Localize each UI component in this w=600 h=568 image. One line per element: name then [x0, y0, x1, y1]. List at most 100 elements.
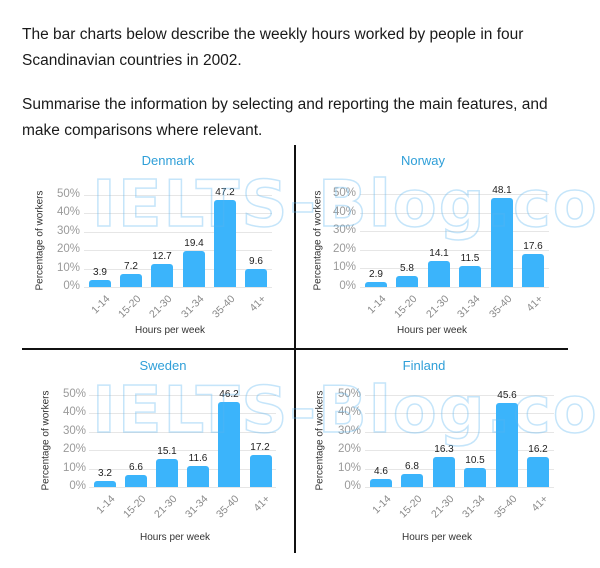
gridline	[89, 413, 276, 414]
chart-title-sweden: Sweden	[139, 358, 187, 373]
bar-15-20	[125, 475, 147, 487]
bar-21-30	[151, 264, 173, 287]
bar-1-14	[365, 282, 387, 287]
bar-41+	[527, 457, 549, 487]
bar-value-label: 16.2	[528, 444, 548, 455]
gridline	[365, 450, 554, 451]
x-tick-label: 31-34	[183, 493, 211, 521]
gridline	[360, 194, 549, 195]
y-tick-label: 20%	[337, 443, 361, 455]
x-tick-label: 1-14	[89, 293, 113, 317]
gridline	[360, 231, 549, 232]
y-tick-label: 20%	[62, 443, 86, 455]
gridline	[89, 487, 276, 488]
y-axis-label: Percentage of workers	[40, 390, 52, 491]
x-tick-label: 41+	[251, 493, 273, 515]
bar-value-label: 45.6	[497, 390, 517, 401]
gridline	[365, 413, 554, 414]
x-tick-label: 31-34	[460, 493, 488, 521]
x-axis-label: Hours per week	[139, 532, 211, 543]
y-tick-label: 20%	[56, 243, 80, 255]
y-tick-label: 50%	[56, 188, 80, 200]
bar-value-label: 3.9	[93, 267, 107, 278]
bar-value-label: 17.2	[250, 442, 270, 453]
gridline	[84, 287, 272, 288]
gridline	[89, 432, 276, 433]
bar-41+	[245, 269, 267, 287]
y-tick-label: 20%	[332, 243, 356, 255]
x-tick-label: 1-14	[370, 493, 394, 517]
x-tick-label: 15-20	[397, 493, 425, 521]
gridline	[89, 450, 276, 451]
bar-value-label: 10.5	[465, 455, 485, 466]
gridline	[365, 469, 554, 470]
y-tick-label: 40%	[62, 406, 86, 418]
x-tick-label: 35-40	[492, 493, 520, 521]
bar-31-34	[464, 468, 486, 487]
y-tick-label: 30%	[337, 425, 361, 437]
x-axis-label: Hours per week	[401, 532, 473, 543]
gridline	[360, 250, 549, 251]
x-tick-label: 41+	[529, 493, 551, 515]
y-tick-label: 10%	[332, 261, 356, 273]
gridline	[360, 268, 549, 269]
y-axis-label: Percentage of workers	[34, 190, 46, 291]
gridline	[365, 487, 554, 488]
gridline	[89, 469, 276, 470]
bar-value-label: 2.9	[369, 269, 383, 280]
x-axis-label: Hours per week	[134, 325, 206, 336]
bar-15-20	[396, 276, 418, 287]
bar-41+	[250, 455, 272, 487]
x-tick-label: 21-30	[429, 493, 457, 521]
bar-value-label: 12.7	[152, 251, 172, 262]
bar-value-label: 11.6	[188, 453, 208, 464]
gridline	[360, 213, 549, 214]
bar-1-14	[94, 481, 116, 487]
bar-value-label: 19.4	[184, 238, 204, 249]
bar-value-label: 5.8	[400, 263, 414, 274]
y-tick-label: 0%	[63, 280, 80, 292]
chart-title-finland: Finland	[402, 358, 446, 373]
bar-31-34	[187, 466, 209, 487]
y-tick-label: 40%	[56, 206, 80, 218]
bar-value-label: 11.5	[460, 253, 480, 264]
bar-35-40	[214, 200, 236, 287]
bar-1-14	[89, 280, 111, 287]
bar-21-30	[433, 457, 455, 487]
bar-value-label: 47.2	[215, 187, 235, 198]
bar-1-14	[370, 479, 392, 487]
y-tick-label: 50%	[332, 187, 356, 199]
x-tick-label: 1-14	[94, 493, 118, 517]
gridline	[84, 250, 272, 251]
y-tick-label: 0%	[344, 480, 361, 492]
x-axis-label: Hours per week	[396, 325, 468, 336]
y-tick-label: 50%	[62, 388, 86, 400]
chart-title-denmark: Denmark	[141, 153, 195, 168]
y-tick-label: 0%	[339, 280, 356, 292]
y-tick-label: 40%	[332, 206, 356, 218]
bar-35-40	[496, 403, 518, 487]
x-tick-label: 35-40	[214, 493, 242, 521]
y-tick-label: 30%	[56, 225, 80, 237]
y-tick-label: 30%	[62, 425, 86, 437]
prompt-instructions: Summarise the information by selecting a…	[22, 95, 548, 139]
bar-value-label: 48.1	[492, 185, 512, 196]
bar-15-20	[120, 274, 142, 287]
y-tick-label: 0%	[69, 480, 86, 492]
bar-21-30	[428, 261, 450, 287]
bar-31-34	[183, 251, 205, 287]
bar-value-label: 6.8	[405, 461, 419, 472]
gridline	[84, 195, 272, 196]
horizontal-divider	[22, 348, 568, 350]
x-tick-label: 15-20	[121, 493, 149, 521]
gridline	[365, 432, 554, 433]
bar-31-34	[459, 266, 481, 287]
y-tick-label: 10%	[62, 462, 86, 474]
y-tick-label: 50%	[337, 388, 361, 400]
bar-value-label: 16.3	[434, 444, 454, 455]
x-tick-label: 21-30	[152, 493, 180, 521]
bar-value-label: 3.2	[98, 468, 112, 479]
bar-value-label: 4.6	[374, 466, 388, 477]
y-tick-label: 30%	[332, 224, 356, 236]
gridline	[360, 287, 549, 288]
